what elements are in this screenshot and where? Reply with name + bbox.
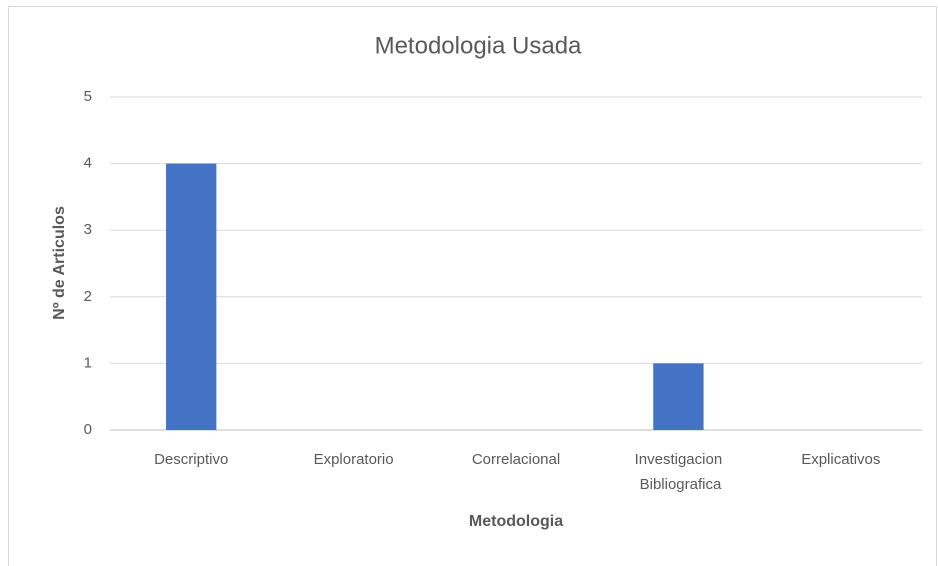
y-tick-label: 4: [84, 155, 92, 172]
bar: [166, 163, 217, 430]
y-tick-label: 5: [84, 88, 92, 105]
bar: [653, 363, 704, 430]
chart-frame: [8, 6, 937, 566]
x-tick-label: Investigacion Bibliografica: [635, 451, 723, 493]
x-tick-label: Explicativos: [801, 451, 880, 468]
x-axis-title: Metodologia: [469, 513, 563, 530]
y-tick-label: 0: [84, 421, 92, 438]
y-tick-label: 3: [84, 221, 92, 238]
y-tick-label: 1: [84, 354, 92, 371]
x-tick-label: Exploratorio: [314, 451, 394, 468]
y-tick-label: 2: [84, 288, 92, 305]
chart-title: Metodologia Usada: [375, 32, 582, 59]
x-tick-label: Descriptivo: [154, 451, 228, 468]
x-tick-label: Correlacional: [472, 451, 560, 468]
y-axis-title: Nº de Articulos: [51, 206, 68, 320]
